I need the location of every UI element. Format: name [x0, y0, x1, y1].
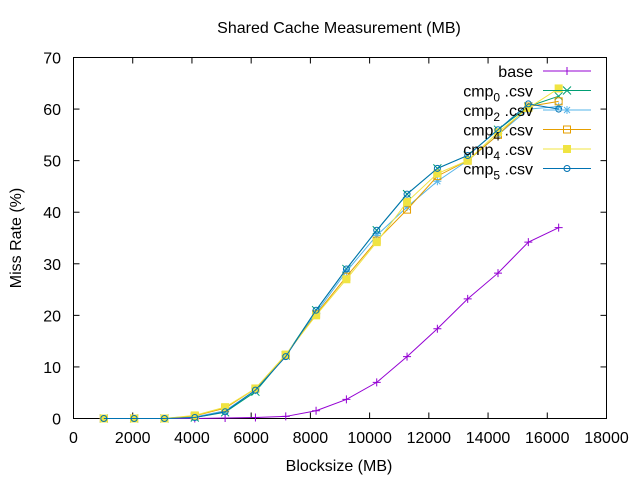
x-axis: 0 2000 4000 6000 8000 10000 12000 14000 16000 180… — [69, 57, 629, 447]
data-point — [563, 165, 571, 172]
series-layer — [99, 84, 564, 423]
legend-label: cmp5 .csv — [463, 162, 533, 183]
legend-label: cmp0 .csv — [463, 84, 533, 105]
data-point — [494, 269, 503, 278]
data-point — [403, 205, 412, 214]
y-tick-label: 40 — [43, 205, 61, 222]
data-point — [463, 294, 472, 303]
x-tick-label: 16000 — [525, 430, 570, 447]
legend-item: cmp0 .csv — [463, 84, 591, 105]
data-point — [251, 386, 259, 394]
legend-item: cmp5 .csv — [463, 162, 591, 183]
y-tick-label: 10 — [43, 360, 61, 377]
x-tick-label: 10000 — [347, 430, 392, 447]
x-tick-label: 4000 — [174, 430, 210, 447]
chart-title: Shared Cache Measurement (MB) — [217, 20, 461, 37]
data-point — [494, 126, 502, 134]
data-point — [555, 105, 563, 113]
data-point — [403, 197, 412, 206]
x-tick-label: 18000 — [584, 430, 629, 447]
legend-item: cmp4 .csv — [463, 142, 591, 163]
data-point — [372, 231, 381, 240]
y-tick-label: 0 — [52, 412, 61, 429]
data-point — [403, 190, 411, 198]
data-point — [554, 84, 563, 93]
y-tick-label: 50 — [43, 154, 61, 171]
y-tick-label: 20 — [43, 308, 61, 325]
data-point — [282, 353, 290, 361]
y-axis-title: Miss Rate (%) — [8, 188, 25, 288]
x-tick-label: 14000 — [466, 430, 511, 447]
data-point — [342, 275, 351, 284]
data-point — [433, 169, 442, 178]
legend-item: cmp2 .csv — [463, 103, 591, 124]
series-line — [103, 227, 559, 419]
data-point — [251, 384, 260, 393]
data-point — [342, 395, 351, 404]
data-point — [372, 378, 381, 387]
legend-label: cmp4 .csv — [463, 142, 533, 163]
data-point — [281, 412, 290, 421]
data-point — [251, 413, 260, 422]
series-line — [103, 88, 559, 419]
x-tick-label: 6000 — [233, 430, 269, 447]
data-point — [563, 106, 571, 114]
data-point — [372, 238, 381, 247]
legend-label: cmp4 .csv — [463, 123, 533, 144]
data-point — [563, 67, 571, 75]
data-point — [312, 406, 321, 415]
data-point — [524, 238, 533, 247]
legend-item: cmp4 .csv — [463, 123, 591, 144]
data-point — [342, 265, 350, 273]
data-point — [464, 151, 472, 159]
data-point — [554, 223, 563, 232]
x-axis-title: Blocksize (MB) — [286, 458, 393, 475]
data-point — [403, 203, 412, 212]
data-point — [190, 411, 199, 420]
y-axis: 0 10 20 30 40 50 60 70 — [43, 51, 607, 429]
plot-frame — [73, 57, 607, 419]
legend-item: base — [498, 64, 591, 81]
x-tick-label: 0 — [69, 430, 78, 447]
legend-label: base — [498, 64, 533, 81]
y-tick-label: 60 — [43, 102, 61, 119]
data-point — [312, 306, 320, 314]
x-tick-label: 12000 — [407, 430, 452, 447]
data-point — [160, 415, 168, 422]
data-point — [221, 403, 230, 412]
series-0 — [99, 223, 563, 423]
series-5 — [100, 100, 563, 422]
x-tick-label: 2000 — [115, 430, 151, 447]
y-tick-label: 30 — [43, 257, 61, 274]
data-point — [433, 177, 442, 186]
data-point — [373, 226, 381, 234]
legend-label: cmp2 .csv — [463, 103, 533, 124]
data-point — [130, 415, 138, 422]
data-point — [563, 145, 571, 153]
series-line — [103, 103, 559, 419]
data-point — [563, 125, 571, 134]
data-point — [100, 415, 108, 422]
x-tick-label: 8000 — [293, 430, 329, 447]
data-point — [433, 324, 442, 333]
data-point — [562, 86, 572, 95]
data-point — [221, 408, 229, 416]
data-point — [403, 352, 412, 361]
data-point — [524, 100, 532, 108]
data-point — [281, 350, 290, 359]
data-point — [463, 156, 472, 165]
data-point — [191, 413, 199, 421]
data-point — [554, 91, 564, 101]
data-point — [554, 97, 563, 106]
y-tick-label: 70 — [43, 51, 61, 68]
data-point — [221, 413, 230, 422]
data-point — [433, 164, 441, 172]
